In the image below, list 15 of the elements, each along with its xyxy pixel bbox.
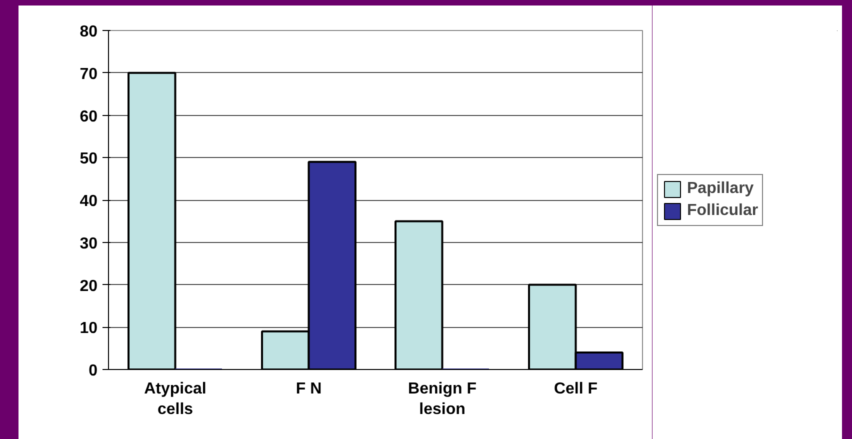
x-tick-label: Benign F lesion xyxy=(408,380,477,418)
legend-label: Papillary xyxy=(687,180,754,198)
x-tick-label: Cell F xyxy=(554,380,598,398)
y-tick-label: 60 xyxy=(80,108,98,126)
y-tick-label: 20 xyxy=(80,278,98,295)
y-tick-label: 0 xyxy=(88,362,98,380)
y-tick-label: 70 xyxy=(80,66,98,83)
y-tick-label: 30 xyxy=(80,235,98,252)
x-tick-label: F N xyxy=(296,380,322,398)
y-tick-label: 80 xyxy=(80,24,98,40)
y-tick-label: 40 xyxy=(80,193,98,210)
legend-label: Follicular xyxy=(687,202,758,220)
y-tick-label: 50 xyxy=(80,150,98,168)
y-tick-label: 10 xyxy=(80,320,98,338)
x-tick-label: Atypical cells xyxy=(144,380,206,418)
